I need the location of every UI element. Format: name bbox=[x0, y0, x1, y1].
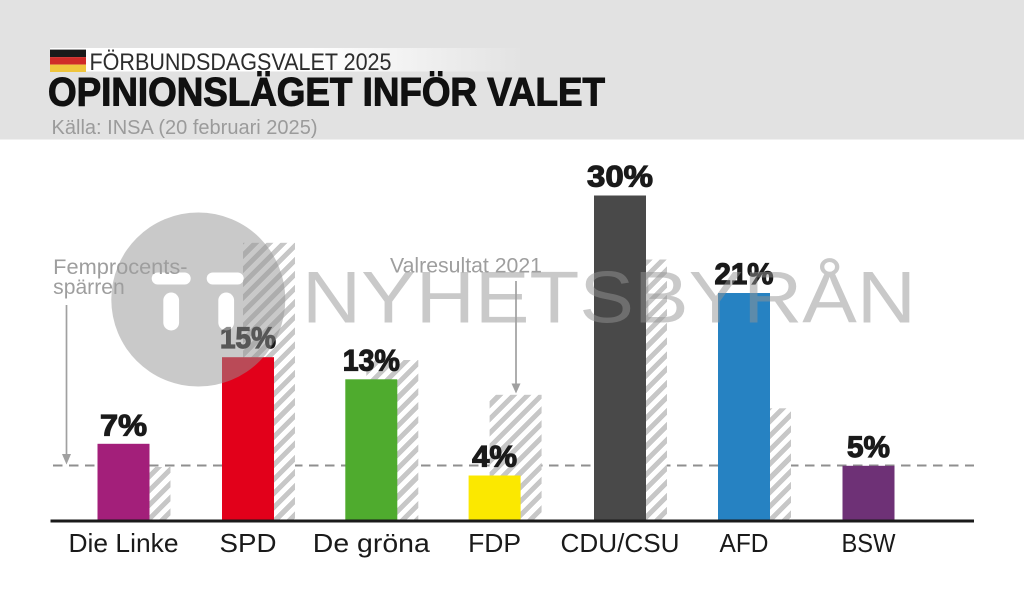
svg-text:5%: 5% bbox=[847, 431, 890, 464]
svg-text:AFD: AFD bbox=[720, 528, 769, 558]
svg-text:21%: 21% bbox=[715, 258, 774, 291]
svg-text:Femprocents-: Femprocents- bbox=[53, 256, 187, 279]
svg-text:Källa: INSA (20 februari 2025): Källa: INSA (20 februari 2025) bbox=[52, 117, 318, 139]
svg-text:BSW: BSW bbox=[842, 528, 896, 558]
svg-text:OPINIONSLÄGET INFÖR VALET: OPINIONSLÄGET INFÖR VALET bbox=[48, 70, 605, 115]
svg-text:Valresultat 2021: Valresultat 2021 bbox=[390, 255, 542, 278]
svg-text:NYHETSBYRÅN: NYHETSBYRÅN bbox=[302, 258, 916, 339]
svg-text:SPD: SPD bbox=[220, 528, 277, 558]
svg-text:30%: 30% bbox=[587, 161, 653, 194]
svg-text:13%: 13% bbox=[343, 344, 400, 377]
svg-text:7%: 7% bbox=[100, 409, 147, 442]
svg-text:Die Linke: Die Linke bbox=[69, 528, 179, 558]
svg-text:spärren: spärren bbox=[53, 276, 125, 299]
svg-text:De gröna: De gröna bbox=[313, 528, 431, 558]
svg-text:4%: 4% bbox=[472, 441, 517, 474]
svg-text:FDP: FDP bbox=[468, 528, 521, 558]
svg-text:CDU/CSU: CDU/CSU bbox=[561, 528, 680, 558]
svg-text:FÖRBUNDSDAGSVALET 2025: FÖRBUNDSDAGSVALET 2025 bbox=[90, 49, 392, 76]
